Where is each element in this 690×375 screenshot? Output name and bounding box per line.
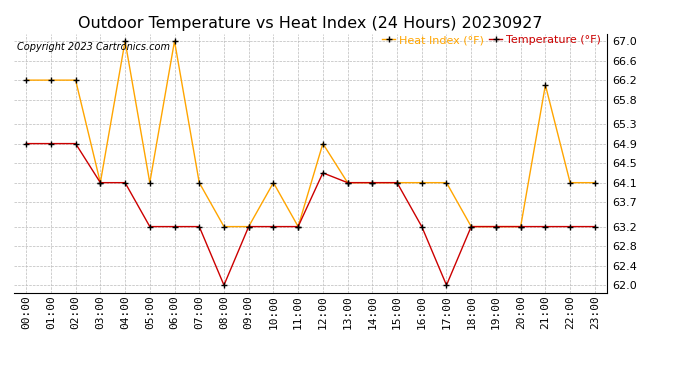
Temperature (°F) — [368, 180, 377, 185]
Heat Index (°F) — [294, 224, 302, 229]
Temperature (°F) — [517, 224, 525, 229]
Heat Index (°F) — [170, 39, 179, 44]
Temperature (°F) — [22, 141, 30, 146]
Temperature (°F) — [541, 224, 549, 229]
Legend: Heat Index (°F), Temperature (°F): Heat Index (°F), Temperature (°F) — [381, 34, 602, 46]
Heat Index (°F) — [517, 224, 525, 229]
Temperature (°F) — [566, 224, 574, 229]
Temperature (°F) — [442, 283, 451, 287]
Heat Index (°F) — [393, 180, 401, 185]
Temperature (°F) — [96, 180, 104, 185]
Heat Index (°F) — [566, 180, 574, 185]
Temperature (°F) — [72, 141, 80, 146]
Heat Index (°F) — [417, 180, 426, 185]
Temperature (°F) — [269, 224, 277, 229]
Temperature (°F) — [195, 224, 204, 229]
Heat Index (°F) — [541, 83, 549, 87]
Temperature (°F) — [146, 224, 154, 229]
Title: Outdoor Temperature vs Heat Index (24 Hours) 20230927: Outdoor Temperature vs Heat Index (24 Ho… — [78, 16, 543, 31]
Text: Copyright 2023 Cartronics.com: Copyright 2023 Cartronics.com — [17, 42, 170, 51]
Temperature (°F) — [492, 224, 500, 229]
Temperature (°F) — [294, 224, 302, 229]
Heat Index (°F) — [442, 180, 451, 185]
Heat Index (°F) — [72, 78, 80, 82]
Temperature (°F) — [417, 224, 426, 229]
Heat Index (°F) — [368, 180, 377, 185]
Heat Index (°F) — [96, 180, 104, 185]
Heat Index (°F) — [47, 78, 55, 82]
Heat Index (°F) — [269, 180, 277, 185]
Heat Index (°F) — [121, 39, 129, 44]
Temperature (°F) — [121, 180, 129, 185]
Temperature (°F) — [591, 224, 599, 229]
Heat Index (°F) — [195, 180, 204, 185]
Heat Index (°F) — [492, 224, 500, 229]
Heat Index (°F) — [591, 180, 599, 185]
Temperature (°F) — [344, 180, 352, 185]
Temperature (°F) — [393, 180, 401, 185]
Heat Index (°F) — [319, 141, 327, 146]
Heat Index (°F) — [467, 224, 475, 229]
Temperature (°F) — [467, 224, 475, 229]
Temperature (°F) — [244, 224, 253, 229]
Temperature (°F) — [47, 141, 55, 146]
Temperature (°F) — [170, 224, 179, 229]
Heat Index (°F) — [220, 224, 228, 229]
Heat Index (°F) — [344, 180, 352, 185]
Line: Temperature (°F): Temperature (°F) — [23, 141, 598, 288]
Heat Index (°F) — [244, 224, 253, 229]
Temperature (°F) — [319, 171, 327, 175]
Temperature (°F) — [220, 283, 228, 287]
Line: Heat Index (°F): Heat Index (°F) — [23, 38, 598, 230]
Heat Index (°F) — [146, 180, 154, 185]
Heat Index (°F) — [22, 78, 30, 82]
